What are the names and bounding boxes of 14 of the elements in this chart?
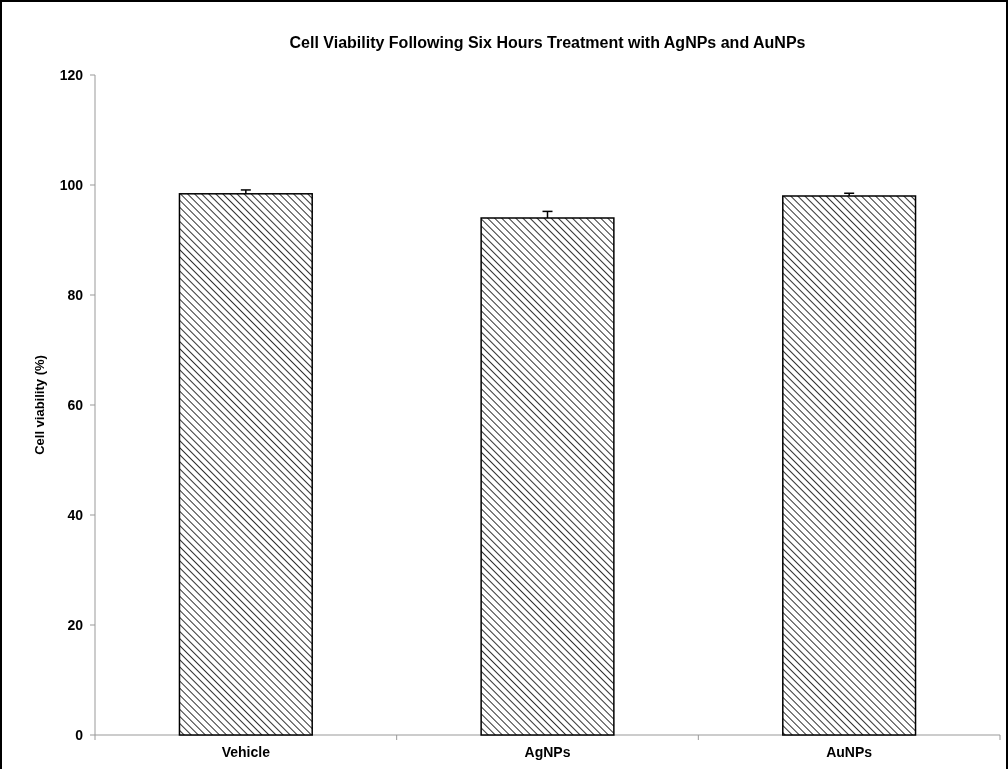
y-tick-label: 60 — [67, 396, 84, 413]
y-axis-title: Cell viability (%) — [32, 355, 47, 455]
y-tick-label: 40 — [67, 506, 84, 523]
y-tick-label: 20 — [67, 616, 84, 633]
y-tick-label: 0 — [75, 726, 84, 743]
bar — [178, 193, 313, 736]
x-tick-label: AgNPs — [524, 744, 571, 760]
x-tick-label: Vehicle — [221, 744, 271, 760]
y-tick-label: 100 — [59, 176, 84, 193]
bar — [782, 195, 917, 736]
y-tick-label: 120 — [59, 66, 84, 83]
chart-title: Cell Viability Following Six Hours Treatment with AgNPs and AuNPs — [289, 34, 806, 51]
x-tick-label: AuNPs — [826, 744, 873, 760]
y-tick-label: 80 — [67, 286, 84, 303]
